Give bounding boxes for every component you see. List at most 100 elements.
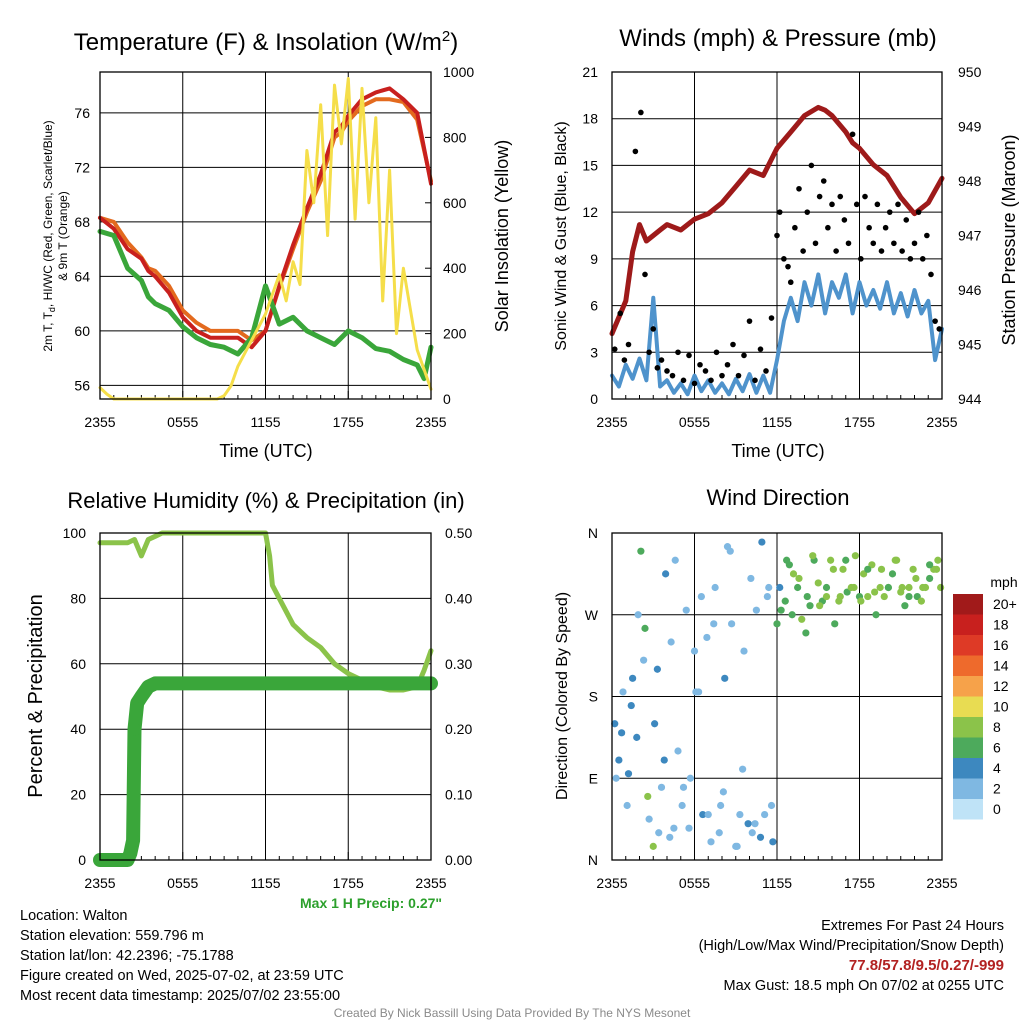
y2-tick-label: 944	[958, 391, 982, 407]
gust-point	[752, 377, 758, 384]
gust-point	[866, 224, 872, 231]
y-tick-label: S	[589, 689, 598, 705]
gust-point	[829, 201, 835, 208]
gust-point	[915, 209, 922, 215]
direction-point	[822, 592, 831, 601]
y-tick-label: 15	[582, 157, 598, 173]
direction-point	[711, 583, 719, 592]
gust-point	[768, 315, 775, 321]
legend-label: 6	[993, 740, 1001, 756]
gust-point	[816, 193, 823, 200]
y2-tick-label: 950	[958, 64, 982, 80]
x-tick-label: 0555	[679, 875, 710, 891]
legend-swatch	[953, 676, 983, 697]
gust-point	[654, 365, 661, 371]
x-tick-label: 2355	[926, 875, 957, 891]
direction-point	[891, 556, 899, 564]
direction-point	[888, 570, 897, 578]
temp-2m-line	[98, 86, 433, 350]
gust-point	[702, 368, 709, 374]
legend-swatch	[953, 614, 983, 635]
legend-swatch	[953, 737, 983, 758]
extremes-subtitle: (High/Low/Max Wind/Precipitation/Snow De…	[698, 938, 1004, 954]
direction-point	[884, 583, 892, 592]
direction-point	[726, 547, 734, 555]
gust-point	[642, 271, 648, 278]
panel-title: Winds (mph) & Pressure (mb)	[619, 25, 936, 52]
direction-point	[842, 556, 850, 564]
direction-point	[624, 770, 633, 778]
gust-point	[895, 201, 901, 208]
gust-point	[919, 256, 926, 262]
gust-point	[708, 377, 714, 384]
gust-point	[785, 263, 791, 270]
direction-point	[751, 820, 759, 828]
direction-point	[905, 583, 913, 592]
direction-point	[901, 602, 909, 610]
plot-frame	[611, 532, 943, 861]
y-tick-label: 76	[74, 105, 90, 121]
direction-point	[618, 729, 626, 737]
gust-point	[858, 256, 864, 262]
gust-point	[625, 341, 632, 348]
gust-point	[669, 372, 676, 379]
y-tick-label: 68	[74, 214, 90, 230]
y-tick-label: 72	[74, 159, 90, 175]
created-text: Figure created on Wed, 2025-07-02, at 23…	[20, 968, 344, 984]
y-tick-label: N	[588, 525, 598, 541]
direction-point	[697, 592, 705, 601]
legend-label: 0	[993, 801, 1001, 817]
title-superscript: 2	[442, 28, 450, 45]
direction-point	[615, 756, 623, 764]
direction-point	[857, 597, 865, 605]
direction-point	[926, 574, 934, 583]
y-axis-label-sub: d	[47, 307, 57, 312]
panel-title: Wind Direction	[706, 485, 849, 510]
gust-point	[617, 310, 624, 317]
direction-point	[670, 824, 678, 832]
direction-point	[814, 579, 822, 587]
direction-point	[666, 833, 674, 841]
direction-point	[744, 820, 752, 828]
recent-text: Most recent data timestamp: 2025/07/02 2…	[20, 988, 341, 1004]
x-tick-label: 1155	[250, 875, 280, 891]
direction-point	[733, 842, 741, 850]
x-tick-label: 2355	[596, 875, 627, 891]
direction-point	[769, 838, 777, 846]
direction-point	[803, 592, 811, 601]
gust-point	[800, 248, 806, 254]
legend-title: mph	[990, 574, 1017, 590]
direction-point	[767, 801, 776, 810]
direction-point	[871, 588, 879, 596]
legend-swatch	[953, 635, 983, 656]
direction-point	[662, 570, 670, 578]
sonic-wind-line	[610, 272, 944, 397]
gust-point	[853, 201, 860, 208]
gust-point	[664, 368, 670, 374]
direction-point	[752, 606, 760, 614]
gust-point	[776, 209, 783, 215]
x-tick-label: 0555	[167, 414, 198, 430]
y-tick-label: N	[588, 852, 598, 868]
gust-point	[774, 232, 780, 239]
dewpoint-line	[97, 228, 434, 382]
direction-point	[876, 583, 884, 592]
winds-panel: Winds (mph) & Pressure (mb) 2355 0555 1155 1…	[553, 25, 1019, 461]
direction-point	[651, 720, 659, 728]
speed-legend: mph 20+ 18 16 14 12 10 8 6 4 2 0	[953, 574, 1018, 820]
pressure-line	[609, 104, 945, 337]
y2-tick-label: 946	[958, 282, 982, 298]
direction-point	[719, 788, 727, 796]
direction-point	[645, 815, 653, 823]
direction-point	[637, 547, 645, 555]
x-tick-label: 2355	[415, 414, 446, 430]
direction-point	[679, 783, 688, 791]
y2-tick-label: 800	[443, 129, 467, 145]
extremes-title: Extremes For Past 24 Hours	[821, 918, 1004, 934]
gust-point	[870, 240, 877, 247]
direction-point	[707, 838, 715, 846]
x-axis-label: Time (UTC)	[219, 441, 312, 461]
y2-tick-label: 948	[958, 173, 982, 189]
legend-label: 12	[993, 678, 1009, 694]
gust-point	[686, 352, 692, 359]
